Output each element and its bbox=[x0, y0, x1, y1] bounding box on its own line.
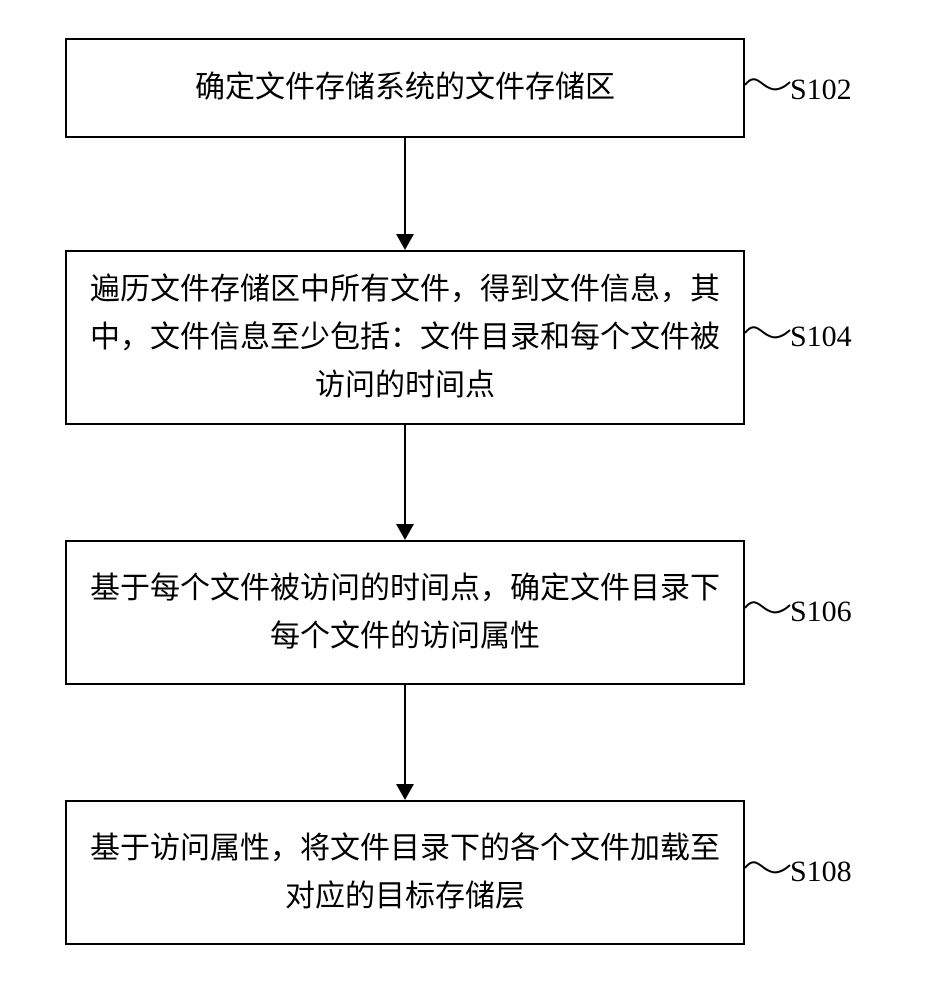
step-label-4: S108 bbox=[790, 855, 852, 889]
step-box-1: 确定文件存储系统的文件存储区 bbox=[65, 38, 745, 138]
arrow-line-2 bbox=[404, 425, 406, 524]
step-text-1: 确定文件存储系统的文件存储区 bbox=[195, 64, 615, 112]
step-label-2: S104 bbox=[790, 320, 852, 354]
arrow-head-2 bbox=[396, 524, 414, 540]
step-label-3: S106 bbox=[790, 595, 852, 629]
step-box-2: 遍历文件存储区中所有文件，得到文件信息，其中，文件信息至少包括：文件目录和每个文… bbox=[65, 250, 745, 425]
connector-curve-3 bbox=[745, 583, 795, 628]
step-text-4: 基于访问属性，将文件目录下的各个文件加载至对应的目标存储层 bbox=[87, 825, 723, 921]
step-box-4: 基于访问属性，将文件目录下的各个文件加载至对应的目标存储层 bbox=[65, 800, 745, 945]
connector-curve-2 bbox=[745, 308, 795, 353]
step-label-1: S102 bbox=[790, 73, 852, 107]
connector-curve-1 bbox=[745, 60, 795, 105]
arrow-line-3 bbox=[404, 685, 406, 784]
arrow-line-1 bbox=[404, 138, 406, 234]
flowchart-canvas: 确定文件存储系统的文件存储区 S102 遍历文件存储区中所有文件，得到文件信息，… bbox=[0, 0, 929, 1000]
arrow-head-3 bbox=[396, 784, 414, 800]
arrow-head-1 bbox=[396, 234, 414, 250]
step-box-3: 基于每个文件被访问的时间点，确定文件目录下每个文件的访问属性 bbox=[65, 540, 745, 685]
connector-curve-4 bbox=[745, 843, 795, 888]
step-text-3: 基于每个文件被访问的时间点，确定文件目录下每个文件的访问属性 bbox=[87, 565, 723, 661]
step-text-2: 遍历文件存储区中所有文件，得到文件信息，其中，文件信息至少包括：文件目录和每个文… bbox=[87, 266, 723, 410]
